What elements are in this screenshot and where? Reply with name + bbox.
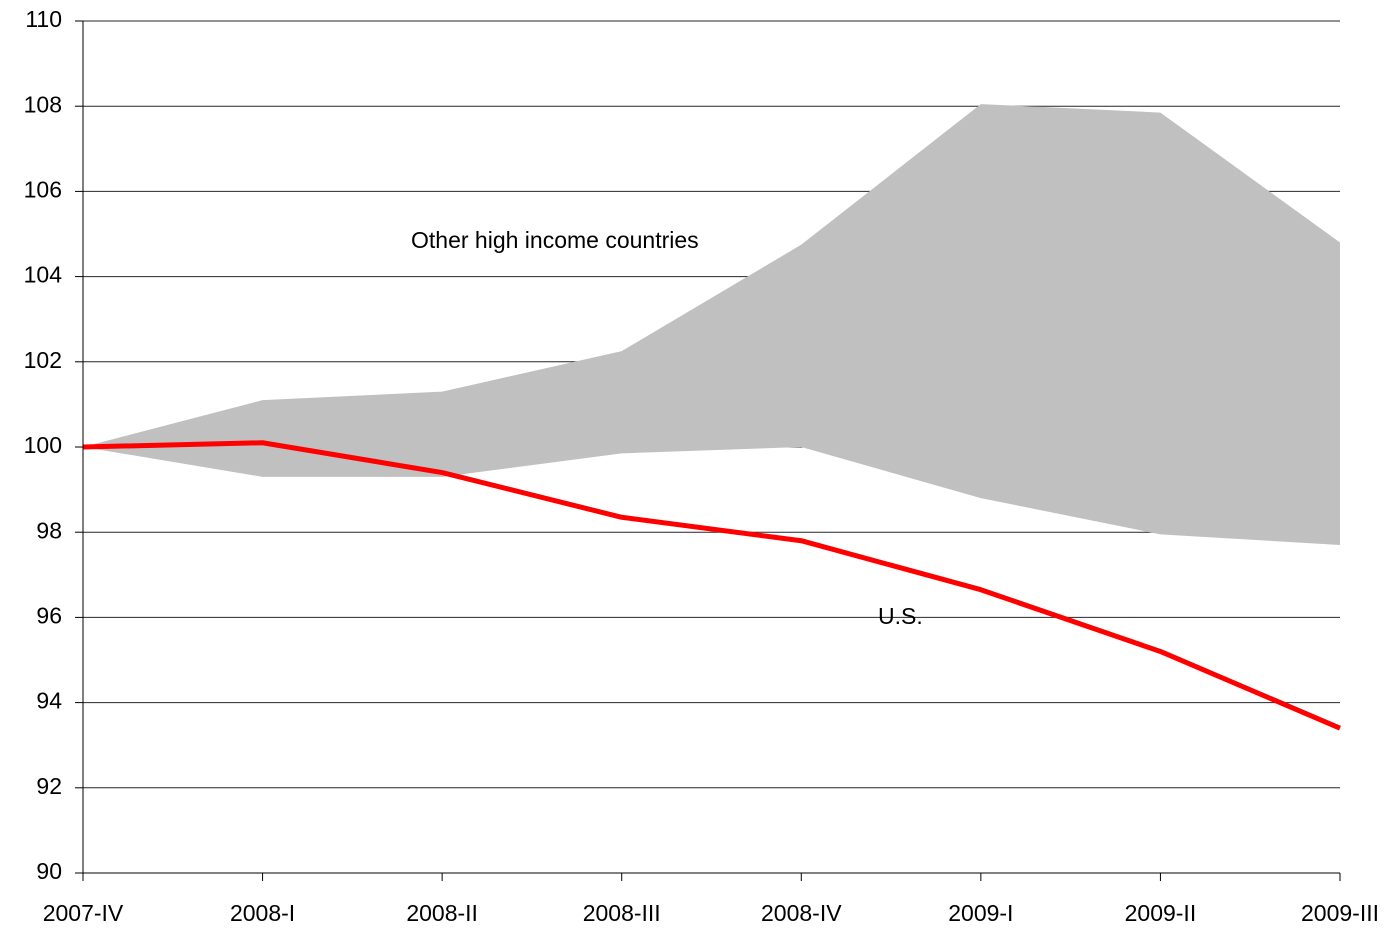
range-area <box>83 104 1340 545</box>
x-tick-label: 2009-II <box>1125 900 1197 926</box>
line <box>82 440 1341 731</box>
y-tick-label: 96 <box>36 602 62 628</box>
y-tick-label: 100 <box>24 432 62 458</box>
x-tick-label: 2009-I <box>948 900 1013 926</box>
y-tick-label: 104 <box>24 262 63 288</box>
x-tick-label: 2008-II <box>406 900 478 926</box>
y-tick-label: 90 <box>36 858 62 884</box>
x-tick-label: 2008-III <box>583 900 661 926</box>
y-tick-label: 110 <box>25 6 62 32</box>
x-tick-label: 2007-IV <box>43 900 124 926</box>
y-tick-label: 98 <box>36 517 62 543</box>
y-tick-label: 108 <box>24 91 62 117</box>
series-annotation: Other high income countries <box>411 227 699 253</box>
y-tick-label: 94 <box>36 688 62 714</box>
x-tick-label: 2009-III <box>1301 900 1379 926</box>
y-tick-label: 106 <box>24 176 62 202</box>
x-tick-label: 2008-IV <box>761 900 842 926</box>
y-tick-label: 92 <box>36 773 62 799</box>
x-tick-label: 2008-I <box>230 900 295 926</box>
y-tick-label: 102 <box>24 347 62 373</box>
series-annotation: U.S. <box>878 603 923 629</box>
